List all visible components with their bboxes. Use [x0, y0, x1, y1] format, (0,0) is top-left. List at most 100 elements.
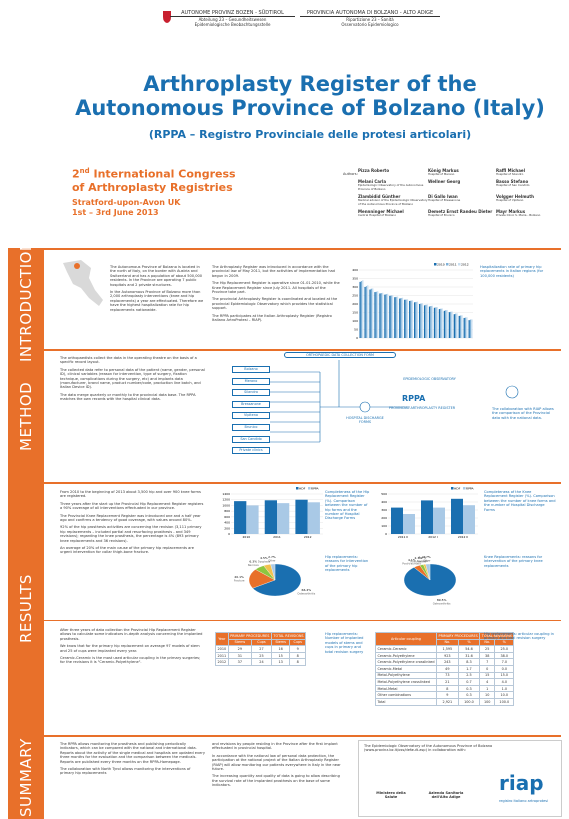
bar	[426, 304, 428, 338]
bar	[464, 317, 467, 338]
bar	[404, 299, 406, 338]
subheader-row: Stems Cups Stems Cups	[216, 638, 307, 647]
paragraph: From 2010 to the beginning of 2013 about…	[60, 490, 201, 499]
y-tick-label: 500	[381, 492, 387, 496]
table: Articular coupling PRIMARY PROCEDURES TOTA…	[374, 631, 515, 706]
congress: 2nd International Congress of Arthroplas…	[72, 165, 236, 218]
author-name: Demetz Ernst Randeu Dieter	[428, 209, 493, 215]
cell: 1.0	[494, 684, 515, 693]
rppa: RPPA	[402, 394, 426, 403]
authors: Pizza Roberto König Markus Hospital of Mer…	[358, 168, 563, 217]
bar	[450, 311, 452, 338]
paragraph: and revisions by people residing in the …	[212, 742, 338, 751]
y-tick-label: 200	[352, 302, 358, 306]
bar	[360, 281, 363, 338]
y-tick-label: 1200	[222, 498, 230, 502]
row: Metal-Polyethylene 73 2.5 15 15.0	[374, 671, 515, 680]
bar	[416, 301, 418, 338]
header-text: PROVINCIA AUTONOMA DI BOLZANO - ALTO ADI…	[300, 10, 440, 17]
header-cell: Stems	[227, 638, 253, 647]
bar	[277, 503, 290, 534]
paragraph: In the Autonomous Province of Bolzano mo…	[110, 290, 204, 312]
title: Arthroplasty Register of the Autonomous P…	[60, 72, 560, 120]
y-tick-label: 200	[381, 516, 387, 520]
author: Di Gallo Iwan Hospital of Bressanone	[428, 194, 496, 206]
author-name: Zlambidid Günther	[358, 194, 401, 200]
cell: Metal-Polyethylene	[374, 671, 438, 680]
paragraph: The provincial Arthroplasty Register is …	[212, 297, 338, 311]
cell: 37	[227, 658, 253, 666]
cell: Ceramic-Polyethylene crosslinked	[374, 658, 438, 666]
author-affil: Epidemiologic Observatory of the Autonom…	[358, 183, 424, 191]
author: Pizza Roberto	[358, 168, 428, 176]
hospital: Vipiteno	[232, 412, 270, 420]
note: Hip replacements: articular coupling in …	[484, 632, 554, 641]
method-diagram: ORTHOPAEDIC DATA COLLECTION FORM Bolzano…	[212, 352, 560, 477]
bar	[396, 296, 399, 338]
author-affil: Hospital of Vipiteno	[496, 198, 524, 203]
bar	[415, 301, 417, 338]
table1: Year PRIMARY PROCEDURES TOTAL REVISIONS Ste…	[215, 631, 307, 666]
cell: 25	[479, 645, 496, 653]
cell: 10	[479, 691, 496, 699]
bar	[471, 319, 473, 338]
y-tick-label: 400	[224, 521, 230, 525]
bar	[451, 311, 453, 338]
header-cell: PRIMARY PROCEDURES	[436, 632, 481, 640]
bar	[425, 304, 427, 338]
bar	[421, 500, 433, 534]
author: Basso Stefano Hospital of San Candido	[496, 179, 563, 191]
y-tick-label: 0	[356, 336, 358, 340]
cell: 4	[479, 678, 496, 686]
y-tick-label: 250	[352, 294, 358, 298]
header-row: Year PRIMARY PROCEDURES TOTAL REVISIONS	[215, 631, 307, 647]
cell: 15	[270, 651, 291, 660]
hospital: Private clinics	[232, 447, 270, 455]
paragraph: Three years after the start up the Provi…	[60, 501, 204, 511]
section-label: METHOD	[17, 381, 35, 451]
cell: 1	[479, 684, 496, 693]
author: Demetz Ernst Randeu Dieter Hospital of Br…	[428, 209, 496, 217]
cell: 7.0	[494, 658, 515, 666]
header-cell: Cups	[251, 638, 272, 647]
y-tick-label: 200	[224, 526, 230, 530]
note: Completeness of the Knee Replacement Reg…	[484, 490, 556, 512]
paragraph: The collected data refer to personal dat…	[60, 367, 205, 390]
hospital: Silandro	[232, 389, 270, 397]
header-text: Ripartizione 23 – Sanità	[346, 17, 394, 22]
y-tick-label: 0	[228, 532, 230, 536]
bar	[463, 505, 475, 534]
author-name: Wellner Georg	[428, 179, 461, 185]
cell: 29	[227, 645, 253, 653]
cell: 0.3	[457, 684, 481, 693]
bar	[435, 307, 437, 338]
legend-swatch	[308, 487, 311, 490]
header-cell: PRIMARY PROCEDURES	[227, 632, 272, 640]
author-name: Basso Stefano	[496, 179, 529, 185]
register: PROVINCIAL ARTHROPLASTY REGISTER	[388, 406, 456, 410]
slice-category: Osteoarthritis	[297, 591, 315, 595]
logo-text: Azienda Sanitaria dell'Alto Adige	[428, 791, 464, 799]
slice-category: Rheumatoid	[410, 560, 426, 564]
hospital: Bolzano	[232, 366, 270, 373]
paragraph: 92% of the hip prosthesis activities are…	[60, 525, 202, 543]
method-text: The orthopaedists collect the data in th…	[60, 356, 205, 405]
row: Ceramic-Polyethylene 923 31.6 38 38.0	[374, 651, 515, 660]
author-name: Raffl Michael	[496, 168, 525, 173]
bar	[469, 319, 472, 338]
note: Knee Replacements: reasons for intervent…	[484, 555, 543, 568]
riap-sub: registro italiano artroprotesi	[499, 799, 549, 803]
author: Zlambidid Günther Medical advisor of the …	[358, 194, 428, 206]
bar	[395, 296, 397, 338]
bar	[410, 300, 412, 338]
slice-category: Dysplasia	[258, 560, 271, 564]
cell: 15.0	[494, 671, 515, 680]
header-row: Articular coupling PRIMARY PROCEDURES TOTA…	[374, 631, 515, 647]
legend-swatch	[463, 487, 466, 490]
bar	[466, 317, 468, 338]
header-cell: Articular coupling	[374, 631, 438, 647]
intro-col2: The Arthroplasty Register was introduced…	[212, 265, 340, 325]
row: Other combinations 9 0.3 10 10.0	[374, 691, 515, 699]
slice-label: 6.3%	[249, 559, 257, 563]
